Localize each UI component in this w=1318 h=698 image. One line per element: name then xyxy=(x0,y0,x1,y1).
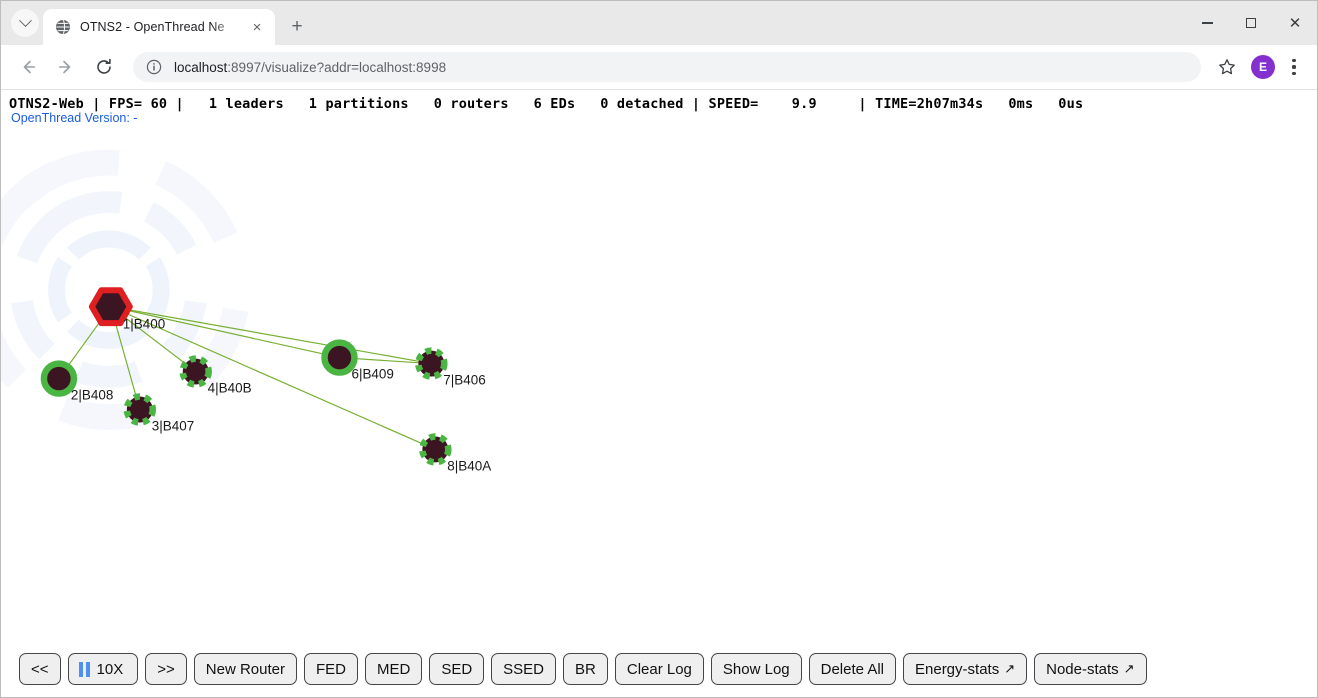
network-link xyxy=(110,306,436,450)
network-node[interactable]: 3|B407 xyxy=(123,393,194,434)
delete-all-button[interactable]: Delete All xyxy=(808,653,896,685)
forward-button[interactable] xyxy=(50,51,82,83)
network-node[interactable]: 2|B408 xyxy=(40,360,113,403)
address-bar[interactable]: localhost:8997/visualize?addr=localhost:… xyxy=(133,52,1201,82)
add-fed-label: FED xyxy=(315,660,346,678)
maximize-icon xyxy=(1246,18,1256,28)
node-stats-button[interactable]: Node-stats ↗ xyxy=(1034,653,1147,685)
step-back-button[interactable]: << xyxy=(19,653,61,685)
tab-title: OTNS2 - OpenThread Ne xyxy=(80,20,225,34)
add-ssed-button[interactable]: SSED xyxy=(491,653,557,685)
new-tab-button[interactable]: + xyxy=(291,15,303,37)
forward-arrow-icon xyxy=(58,60,71,74)
back-button[interactable] xyxy=(12,51,44,83)
node-stats-label: Node-stats xyxy=(1046,660,1119,678)
menu-dot xyxy=(1292,71,1296,75)
network-node[interactable]: 4|B40B xyxy=(179,355,252,396)
chrome-menu-button[interactable] xyxy=(1281,52,1307,82)
network-node[interactable]: 6|B409 xyxy=(321,339,394,382)
external-link-icon: ↗ xyxy=(1123,661,1135,676)
address-bar-path: :8997/visualize?addr=localhost:8998 xyxy=(227,59,447,75)
add-br-label: BR xyxy=(575,660,596,678)
node-child-ring-dashed xyxy=(419,433,452,466)
tab-strip: OTNS2 - OpenThread Ne × + ✕ xyxy=(1,1,1317,45)
node-label: 1|B400 xyxy=(123,317,165,332)
node-leader-hexagon xyxy=(88,287,133,327)
openthread-version-label[interactable]: OpenThread Version: - xyxy=(11,111,138,125)
network-node[interactable]: 7|B406 xyxy=(415,347,486,388)
show-log-label: Show Log xyxy=(722,660,790,678)
back-arrow-icon xyxy=(23,60,36,74)
node-child-ring-dashed xyxy=(123,393,157,426)
info-circle-icon[interactable] xyxy=(145,58,163,76)
avatar[interactable]: E xyxy=(1251,55,1275,79)
network-topology-canvas[interactable]: 1|B400 2|B408 3|B407 4|B40B 6|B409 7|B406 8|B4… xyxy=(1,90,1317,697)
radio-wave-watermark xyxy=(1,149,249,431)
pause-icon xyxy=(78,661,90,677)
menu-dot xyxy=(1292,65,1296,69)
minimize-button[interactable] xyxy=(1185,4,1229,42)
node-label: 6|B409 xyxy=(351,367,393,382)
step-forward-label: >> xyxy=(157,660,175,678)
node-child-ring-dashed xyxy=(179,355,212,388)
node-child-ring-solid xyxy=(321,339,358,376)
star-icon xyxy=(1219,59,1235,75)
node-child-ring-solid xyxy=(40,360,78,397)
energy-stats-label: Energy-stats xyxy=(915,660,1000,678)
nodes-layer: 1|B400 2|B408 3|B407 4|B40B 6|B409 7|B406 8|B4… xyxy=(40,287,491,473)
close-icon: ✕ xyxy=(1288,14,1302,32)
address-bar-url: localhost:8997/visualize?addr=localhost:… xyxy=(174,60,446,75)
step-back-label: << xyxy=(31,660,49,678)
new-router-button[interactable]: New Router xyxy=(193,653,297,685)
menu-dot xyxy=(1292,59,1296,63)
show-log-button[interactable]: Show Log xyxy=(710,653,802,685)
network-link xyxy=(110,306,432,365)
external-link-icon: ↗ xyxy=(1004,661,1016,676)
chevron-down-icon xyxy=(18,13,32,27)
network-node[interactable]: 8|B40A xyxy=(419,433,491,473)
clear-log-button[interactable]: Clear Log xyxy=(614,653,704,685)
node-label: 8|B40A xyxy=(447,458,491,473)
window-controls: ✕ xyxy=(1185,1,1317,45)
minimize-icon xyxy=(1201,22,1213,24)
globe-icon xyxy=(54,19,71,36)
speed-toggle-label: 10X xyxy=(96,660,124,678)
node-label: 4|B40B xyxy=(208,381,252,396)
browser-tab[interactable]: OTNS2 - OpenThread Ne × xyxy=(43,9,275,45)
node-label: 2|B408 xyxy=(71,388,113,403)
add-sed-label: SED xyxy=(441,660,473,678)
add-med-label: MED xyxy=(376,660,411,678)
network-node[interactable]: 1|B400 xyxy=(88,287,165,332)
close-icon[interactable]: × xyxy=(252,18,262,36)
energy-stats-button[interactable]: Energy-stats ↗ xyxy=(903,653,1028,685)
add-med-button[interactable]: MED xyxy=(364,653,423,685)
clear-log-label: Clear Log xyxy=(626,660,692,678)
simulation-status-bar: OTNS2-Web | FPS= 60 | 1 leaders 1 partit… xyxy=(9,96,1084,112)
add-br-button[interactable]: BR xyxy=(563,653,608,685)
node-label: 3|B407 xyxy=(152,418,194,433)
node-child-ring-dashed xyxy=(415,347,448,380)
node-label: 7|B406 xyxy=(443,373,485,388)
maximize-button[interactable] xyxy=(1229,4,1273,42)
network-link xyxy=(110,306,340,359)
address-bar-host: localhost xyxy=(174,59,228,75)
reload-button[interactable] xyxy=(88,51,120,83)
reload-icon xyxy=(97,58,111,74)
simulation-control-bar: << 10X >> New Router FED MED SED SSED BR Clear Lo… xyxy=(1,641,1317,697)
browser-toolbar: localhost:8997/visualize?addr=localhost:… xyxy=(1,45,1317,90)
step-forward-button[interactable]: >> xyxy=(145,653,187,685)
delete-all-label: Delete All xyxy=(820,660,884,678)
bookmark-button[interactable] xyxy=(1212,52,1242,82)
add-sed-button[interactable]: SED xyxy=(429,653,485,685)
speed-toggle-button[interactable]: 10X xyxy=(67,653,139,685)
new-router-label: New Router xyxy=(205,660,285,678)
add-fed-button[interactable]: FED xyxy=(303,653,358,685)
add-ssed-label: SSED xyxy=(503,660,545,678)
tab-search-button[interactable] xyxy=(11,9,39,37)
page-content: OTNS2-Web | FPS= 60 | 1 leaders 1 partit… xyxy=(1,90,1317,697)
window-close-button[interactable]: ✕ xyxy=(1273,4,1317,42)
